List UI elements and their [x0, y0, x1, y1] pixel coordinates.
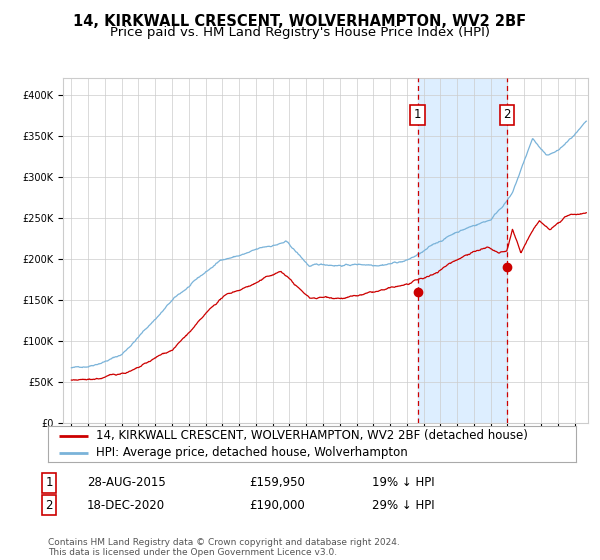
Text: 19% ↓ HPI: 19% ↓ HPI — [372, 476, 434, 489]
Text: Contains HM Land Registry data © Crown copyright and database right 2024.
This d: Contains HM Land Registry data © Crown c… — [48, 538, 400, 557]
Text: 1: 1 — [46, 476, 53, 489]
Text: 1: 1 — [414, 108, 422, 121]
Text: 18-DEC-2020: 18-DEC-2020 — [87, 498, 165, 512]
Bar — [418, 78, 507, 423]
Text: Price paid vs. HM Land Registry's House Price Index (HPI): Price paid vs. HM Land Registry's House … — [110, 26, 490, 39]
Text: 14, KIRKWALL CRESCENT, WOLVERHAMPTON, WV2 2BF: 14, KIRKWALL CRESCENT, WOLVERHAMPTON, WV… — [73, 14, 527, 29]
Text: 2: 2 — [46, 498, 53, 512]
Text: 28-AUG-2015: 28-AUG-2015 — [87, 476, 166, 489]
Text: £190,000: £190,000 — [249, 498, 305, 512]
Text: 29% ↓ HPI: 29% ↓ HPI — [372, 498, 434, 512]
Text: £159,950: £159,950 — [249, 476, 305, 489]
Text: HPI: Average price, detached house, Wolverhampton: HPI: Average price, detached house, Wolv… — [95, 446, 407, 459]
Text: 14, KIRKWALL CRESCENT, WOLVERHAMPTON, WV2 2BF (detached house): 14, KIRKWALL CRESCENT, WOLVERHAMPTON, WV… — [95, 430, 527, 442]
Text: 2: 2 — [503, 108, 511, 121]
